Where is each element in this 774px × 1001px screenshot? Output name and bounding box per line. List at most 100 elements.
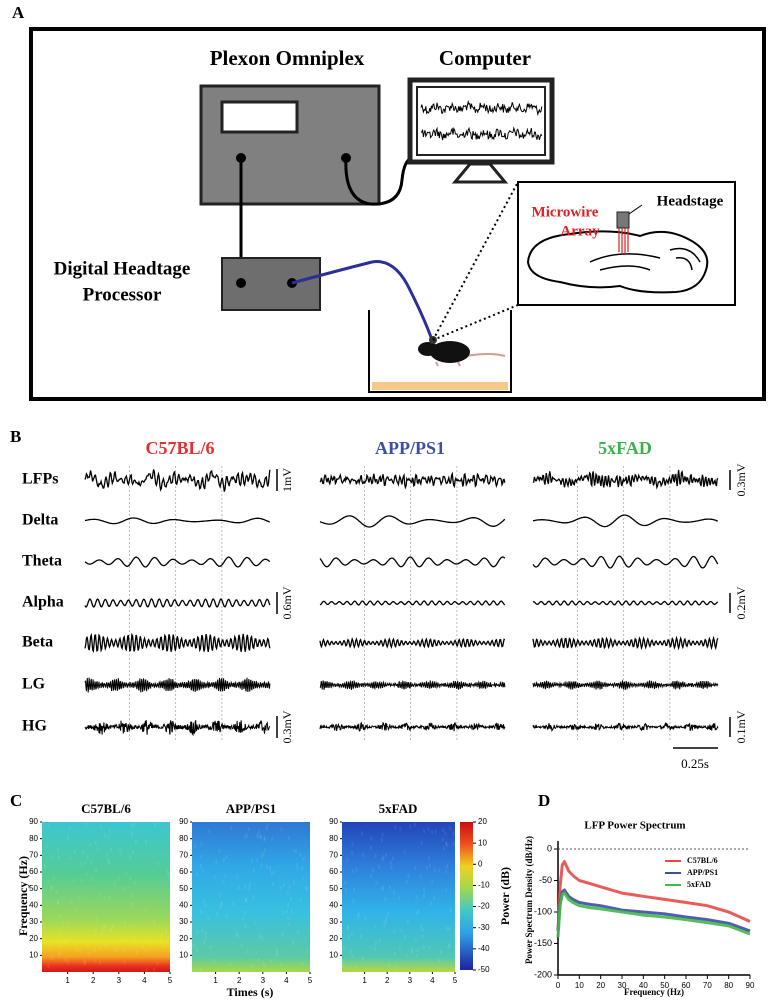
spectrogram-texture — [232, 901, 235, 906]
spectrogram-texture — [443, 846, 446, 851]
spectrogram-texture — [83, 959, 86, 964]
spectrogram-texture — [411, 950, 414, 955]
group-title: 5xFAD — [598, 438, 652, 458]
y-tick-label: 90 — [29, 817, 38, 826]
trace — [84, 598, 271, 608]
spectrogram-texture — [260, 854, 263, 859]
x-tick-label: 1 — [65, 976, 70, 985]
spectrogram-texture — [260, 863, 263, 868]
spectrogram-texture — [48, 946, 51, 951]
spectrogram-texture — [160, 933, 163, 938]
spectrogram-texture — [371, 868, 374, 873]
spectrogram-texture — [244, 910, 247, 915]
spectrogram-texture — [107, 860, 110, 865]
spectrogram-texture — [420, 840, 423, 845]
spectrogram-texture — [422, 893, 425, 898]
spectrogram-texture — [259, 835, 262, 840]
y-tick-label: 70 — [29, 850, 38, 859]
spectrogram-texture — [438, 868, 441, 873]
spectrogram-texture — [444, 869, 447, 874]
spectrogram-texture — [388, 885, 391, 890]
x-tick-label: 20 — [596, 981, 605, 990]
spectrogram-texture — [133, 936, 136, 941]
spectrogram-texture — [281, 932, 284, 937]
spectrogram-texture — [445, 888, 448, 893]
spectrogram-texture — [445, 841, 448, 846]
x-tick-label: 50 — [660, 981, 669, 990]
spectrogram-texture — [263, 837, 266, 842]
spectrogram-texture — [427, 827, 430, 832]
spectrogram-texture — [162, 945, 165, 950]
scale-label: 0.3mV — [734, 463, 748, 496]
spectrogram-texture — [426, 865, 429, 870]
spectrogram-texture — [255, 951, 258, 956]
spectrogram-texture — [350, 931, 353, 936]
spectrogram-texture — [103, 833, 106, 838]
spectrogram-texture — [414, 822, 417, 827]
processor-label: Processor — [83, 284, 162, 305]
spectrogram-texture — [304, 885, 307, 890]
spectrogram-texture — [219, 905, 222, 910]
spectrogram-texture — [415, 953, 418, 958]
headstage — [616, 211, 630, 229]
y-tick-label: 30 — [179, 917, 188, 926]
spectrogram-texture — [199, 854, 202, 859]
spectrogram-texture — [117, 875, 120, 880]
y-tick-label: 30 — [29, 917, 38, 926]
y-tick-label: 40 — [329, 900, 338, 909]
zoom-line — [432, 304, 519, 341]
spectrogram-texture — [356, 913, 359, 918]
spectrogram-texture — [279, 886, 282, 891]
spectrogram-texture — [209, 945, 212, 950]
spectrogram-texture — [244, 924, 247, 929]
spectrogram-texture — [195, 947, 198, 952]
spectrogram-texture — [103, 895, 106, 900]
y-tick-label: 20 — [179, 934, 188, 943]
spectrogram-texture — [244, 898, 247, 903]
x-tick-label: 5 — [453, 976, 458, 985]
spectrogram-texture — [64, 957, 67, 962]
spectrogram-texture — [99, 960, 102, 965]
x-tick-label: 4 — [142, 976, 147, 985]
setup-diagram — [29, 27, 766, 401]
spectrogram-texture — [301, 876, 304, 881]
spectrogram-texture — [419, 874, 422, 879]
x-tick-label: 80 — [724, 981, 733, 990]
monitor-screen — [416, 86, 546, 156]
port — [236, 278, 246, 288]
spectrogram-texture — [442, 827, 445, 832]
spectrogram-texture — [109, 928, 112, 933]
spectrogram-texture — [273, 870, 276, 875]
spectrogram-texture — [265, 864, 268, 869]
spectrogram-texture — [204, 936, 207, 941]
spectrogram-texture — [104, 943, 107, 948]
y-tick-label: 90 — [329, 817, 338, 826]
spectrogram-texture — [156, 861, 159, 866]
spectrogram-texture — [292, 940, 295, 945]
colorbar-label: Power (dB) — [498, 867, 512, 925]
spectrogram-texture — [43, 864, 46, 869]
spectrogram-texture — [423, 828, 426, 833]
spectrogram-texture — [133, 822, 136, 827]
spectrogram-texture — [362, 852, 365, 857]
spectrogram-texture — [259, 834, 262, 839]
spectrogram-texture — [374, 854, 377, 859]
spectrogram-texture — [357, 912, 360, 917]
brain-detail — [589, 247, 701, 271]
trace — [84, 719, 271, 737]
spectrogram-texture — [108, 828, 111, 833]
spectrogram-texture — [444, 831, 447, 836]
spectrogram-texture — [406, 919, 409, 924]
spectrogram-texture — [416, 948, 419, 953]
spectrogram-texture — [208, 829, 211, 834]
y-tick-label: -150 — [534, 938, 552, 948]
spectrogram-texture — [72, 879, 75, 884]
spectrogram-texture — [57, 855, 60, 860]
spectrogram-texture — [144, 907, 147, 912]
spectrogram-texture — [107, 834, 110, 839]
legend-label: APP/PS1 — [687, 868, 718, 877]
scale-label: 0.6mV — [280, 586, 294, 619]
spectrogram-texture — [448, 943, 451, 948]
spectrogram-texture — [374, 940, 377, 945]
spectrogram-texture — [200, 841, 203, 846]
